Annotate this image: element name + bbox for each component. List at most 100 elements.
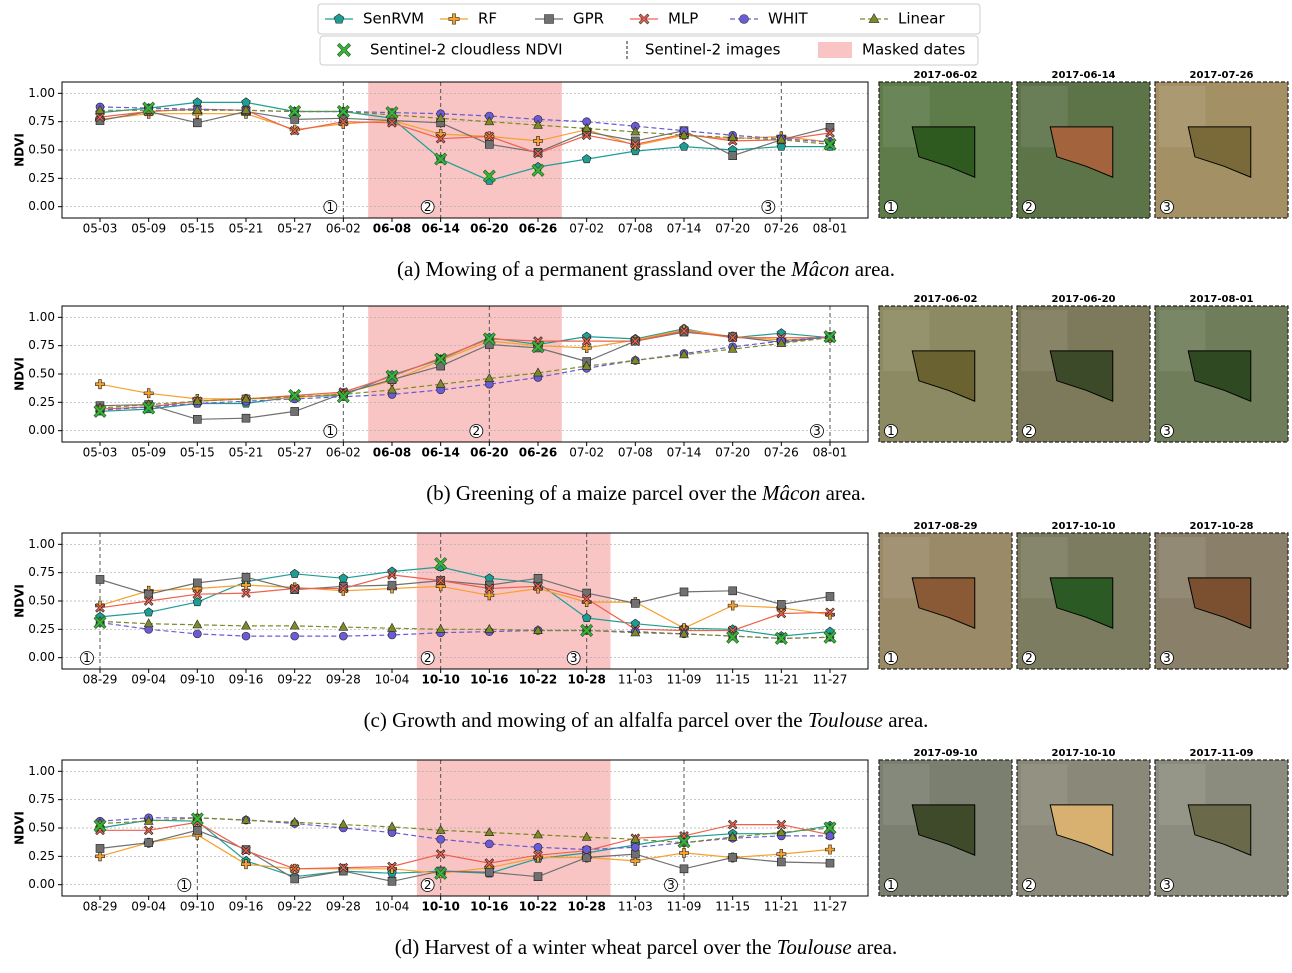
- series-marker: [143, 815, 154, 825]
- y-tick-label: 0.25: [28, 622, 55, 636]
- series-marker: [533, 367, 543, 377]
- parcel-outline: [911, 126, 976, 178]
- y-tick-label: 0.75: [28, 565, 55, 579]
- series-marker: [241, 620, 251, 630]
- x-tick-label: 11-27: [813, 673, 848, 687]
- x-tick-label: 10-10: [421, 900, 459, 914]
- y-tick-label: 0.00: [28, 199, 55, 213]
- series-marker: [387, 876, 397, 886]
- x-tick-label: 06-26: [519, 446, 557, 460]
- series-marker: [435, 378, 446, 388]
- series-line: [99, 336, 831, 411]
- series-marker: [581, 123, 592, 132]
- image-number-circle: [323, 200, 338, 214]
- thumbnail-title: 2017-06-02: [914, 294, 978, 305]
- image-number-circle: [177, 878, 192, 892]
- legend-label: RF: [478, 10, 497, 28]
- series-marker: [630, 354, 641, 364]
- thumbnail-number: 3: [1163, 651, 1171, 665]
- plot-frame: [61, 81, 869, 219]
- x-tick-label: 11-03: [618, 900, 653, 914]
- series-line: [99, 576, 831, 606]
- x-tick-label: 07-14: [667, 446, 702, 460]
- cloudless-marker: [482, 169, 496, 183]
- parcel-outline: [1049, 577, 1114, 629]
- cloudless-marker: [482, 332, 496, 346]
- series-marker: [95, 104, 105, 114]
- series-marker: [436, 835, 445, 844]
- thumbnail-number-circle: [1160, 424, 1174, 438]
- masked-region: [416, 760, 611, 896]
- thumbnail-title: 2017-08-29: [914, 521, 978, 532]
- series-marker: [776, 849, 787, 859]
- caption-place: Mâcon: [790, 257, 849, 281]
- thumbnail-title: 2017-08-01: [1190, 294, 1254, 305]
- cloudless-marker: [434, 557, 448, 571]
- series-marker: [825, 128, 835, 138]
- legend-box: [319, 35, 979, 66]
- y-tick-label: 0.25: [28, 395, 55, 409]
- series-marker: [387, 861, 397, 872]
- legend-marker: [333, 13, 345, 24]
- series-marker: [241, 814, 251, 824]
- series-marker: [533, 842, 543, 852]
- x-tick-label: 09-28: [326, 673, 361, 687]
- image-number: 1: [181, 878, 189, 892]
- caption-text: area.: [852, 935, 897, 959]
- x-tick-label: 05-27: [277, 446, 312, 460]
- series-marker: [192, 104, 203, 114]
- thumbnail-title: 2017-11-09: [1190, 748, 1254, 759]
- x-tick-label: 06-08: [373, 222, 411, 236]
- caption-text: (b) Greening of a maize parcel over the: [426, 481, 762, 505]
- legend-marker: [448, 13, 460, 25]
- series-marker: [193, 629, 202, 639]
- cloudless-marker: [823, 137, 837, 151]
- y-tick-label: 0.25: [28, 849, 55, 863]
- image-number-circle: [420, 878, 435, 892]
- series-marker: [435, 824, 446, 834]
- thumbnail-number: 2: [1025, 200, 1033, 214]
- x-tick-label: 05-09: [131, 222, 166, 236]
- thumbnail-number: 1: [887, 878, 895, 892]
- parcel-outline: [911, 350, 976, 402]
- series-marker: [776, 337, 787, 347]
- parcel-outline: [1187, 577, 1252, 629]
- image-number-circle: [664, 878, 678, 892]
- parcel-outline: [1049, 126, 1114, 178]
- y-tick-label: 0.75: [28, 792, 55, 806]
- x-tick-label: 10-28: [567, 673, 605, 687]
- series-marker: [533, 581, 543, 592]
- y-tick-label: 0.75: [28, 114, 55, 128]
- thumbnail-number-circle: [1022, 424, 1036, 438]
- x-tick-label: 06-14: [421, 222, 459, 236]
- series-marker: [485, 111, 494, 121]
- y-tick-label: 0.25: [28, 171, 55, 185]
- series-marker: [143, 607, 154, 617]
- series-marker: [728, 586, 737, 596]
- x-tick-label: 11-21: [764, 900, 799, 914]
- caption-text: (d) Harvest of a winter wheat parcel ove…: [395, 935, 777, 959]
- x-tick-label: 07-26: [764, 222, 799, 236]
- series-marker: [727, 600, 738, 611]
- cloudless-marker: [531, 340, 545, 354]
- series-marker: [95, 112, 105, 122]
- x-tick-label: 09-28: [326, 900, 361, 914]
- x-tick-label: 05-21: [229, 222, 264, 236]
- series-line: [99, 834, 831, 874]
- x-tick-label: 06-02: [326, 222, 361, 236]
- series-marker: [338, 862, 349, 873]
- series-marker: [290, 407, 299, 416]
- series-marker: [484, 583, 495, 594]
- series-marker: [777, 857, 786, 867]
- cloudless-marker: [385, 106, 399, 120]
- y-tick-label: 0.00: [28, 650, 55, 664]
- series-marker: [290, 874, 299, 884]
- series-marker: [581, 343, 592, 353]
- series-marker: [95, 575, 105, 584]
- series-marker: [728, 853, 737, 862]
- image-number: 2: [473, 424, 481, 438]
- series-marker: [289, 568, 300, 578]
- y-axis-label: NDVI: [13, 584, 27, 618]
- thumbnail-number-circle: [884, 878, 898, 892]
- x-tick-label: 10-16: [470, 900, 508, 914]
